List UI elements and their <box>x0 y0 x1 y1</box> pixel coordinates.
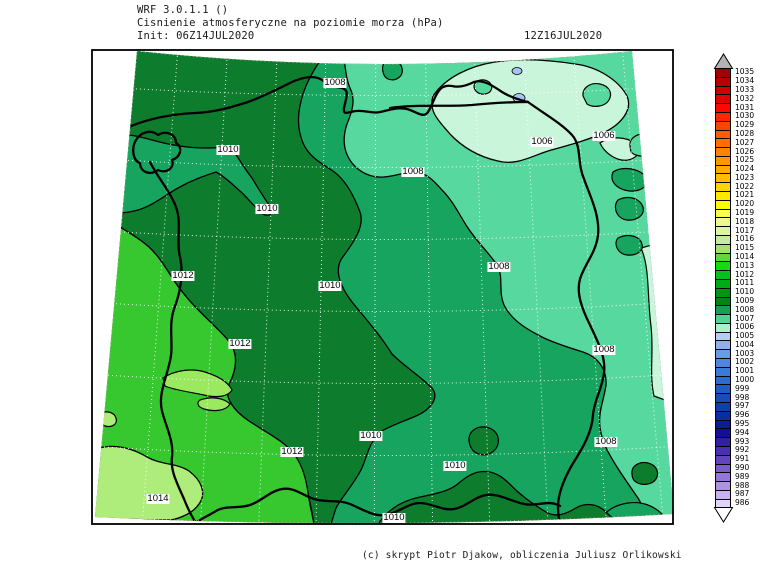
ridge-light-blob <box>197 397 231 412</box>
colorbar-tick-label: 1012 <box>735 269 755 279</box>
southern-border <box>194 487 562 524</box>
colorbar-tick-label: 1017 <box>735 225 755 235</box>
colorbar-tick-label: 1000 <box>735 375 755 385</box>
colorbar-tick-label: 1014 <box>735 251 755 261</box>
colorbar-cell-986 <box>715 498 731 509</box>
colorbar-tick-label: 1034 <box>735 76 755 86</box>
colorbar-tick-label: 1027 <box>735 137 755 147</box>
teal-pocket <box>582 83 612 107</box>
contour-label-1010: 1010 <box>255 203 279 214</box>
colorbar-tick-label: 1026 <box>735 146 755 156</box>
colorbar-tick-label: 1016 <box>735 234 755 244</box>
colorbar-tick-label: 1007 <box>735 313 755 323</box>
colorbar-tick-label: 988 <box>735 480 750 490</box>
colorbar-tick-label: 1008 <box>735 304 755 314</box>
dark-pocket <box>631 461 659 485</box>
colorbar-tick-label: 1023 <box>735 172 755 182</box>
colorbar-tick-label: 995 <box>735 418 750 428</box>
colorbar-tick-label: 996 <box>735 410 750 420</box>
colorbar-tick-label: 1002 <box>735 357 755 367</box>
colorbar-tick-label: 1028 <box>735 128 755 138</box>
contour-label-1010: 1010 <box>216 144 240 155</box>
colorbar-tick-label: 993 <box>735 436 750 446</box>
colorbar-tick-label: 1009 <box>735 295 755 305</box>
colorbar-tick-label: 1010 <box>735 287 755 297</box>
lake <box>511 67 523 75</box>
contour-label-1012: 1012 <box>228 338 252 349</box>
colorbar-under-arrow <box>713 507 734 523</box>
dark-pocket <box>468 426 499 456</box>
colorbar-tick-label: 1011 <box>735 278 755 288</box>
graticule <box>95 51 674 524</box>
valid-time-label: 12Z16JUL2020 <box>524 30 603 42</box>
baltic-coast-border <box>122 75 530 131</box>
western-border <box>148 160 198 524</box>
colorbar-tick-label: 987 <box>735 489 750 499</box>
contour-label-1006: 1006 <box>592 130 616 141</box>
colorbar-tick-label: 1005 <box>735 331 755 341</box>
colorbar-tick-label: 1018 <box>735 216 755 226</box>
colorbar-tick-label: 1021 <box>735 190 755 200</box>
colorbar-tick-label: 1003 <box>735 348 755 358</box>
contour-label-1008: 1008 <box>592 344 616 355</box>
colorbar-over-arrow <box>713 53 734 69</box>
colorbar-tick-label: 994 <box>735 427 750 437</box>
plot-frame <box>91 49 674 525</box>
colorbar-tick-label: 986 <box>735 498 750 508</box>
chart-title: Cisnienie atmosferyczne na poziomie morz… <box>137 17 444 29</box>
colorbar-tick-label: 992 <box>735 445 750 455</box>
colorbar-tick-label: 997 <box>735 401 750 411</box>
eastern-border <box>526 100 606 524</box>
contour-label-1010: 1010 <box>318 280 342 291</box>
contour-label-1008: 1008 <box>401 166 425 177</box>
init-time-label: Init: 06Z14JUL2020 <box>137 30 255 42</box>
colorbar-tick-label: 1019 <box>735 208 755 218</box>
medium-pocket <box>614 197 644 221</box>
kaliningrad-border <box>388 100 530 110</box>
colorbar-tick-label: 989 <box>735 471 750 481</box>
colorbar-tick-label: 1015 <box>735 243 755 253</box>
ridge-light-blob <box>162 369 233 398</box>
colorbar-tick-label: 998 <box>735 392 750 402</box>
colorbar-tick-label: 1035 <box>735 67 755 77</box>
medium-pocket <box>615 234 643 256</box>
colorbar-tick-label: 1024 <box>735 164 755 174</box>
colorbar-tick-label: 1013 <box>735 260 755 270</box>
band-ge-1014 <box>95 445 204 521</box>
colorbar-tick-label: 1033 <box>735 84 755 94</box>
contour-label-1010: 1010 <box>359 430 383 441</box>
band-1012-1014 <box>95 210 315 524</box>
contour-label-1008: 1008 <box>487 261 511 272</box>
colorbar-tick-label: 1032 <box>735 93 755 103</box>
dark-bottom-band <box>376 470 620 524</box>
lagoon-outline <box>132 130 182 174</box>
contour-label-1006: 1006 <box>530 136 554 147</box>
colorbar-tick-label: 1020 <box>735 199 755 209</box>
colorbar-tick-label: 1030 <box>735 111 755 121</box>
colorbar-tick-label: 991 <box>735 454 750 464</box>
colorbar-tick-label: 999 <box>735 383 750 393</box>
colorbar-tick-label: 1004 <box>735 339 755 349</box>
colorbar-tick-label: 1025 <box>735 155 755 165</box>
contour-label-1012: 1012 <box>171 270 195 281</box>
contour-label-1010: 1010 <box>382 512 406 523</box>
credit-text: (c) skrypt Piotr Djakow, obliczenia Juli… <box>362 550 682 561</box>
contour-label-1008: 1008 <box>323 77 347 88</box>
contour-label-1010: 1010 <box>443 460 467 471</box>
colorbar-tick-label: 1029 <box>735 120 755 130</box>
contour-label-1012: 1012 <box>280 446 304 457</box>
colorbar-tick-label: 1022 <box>735 181 755 191</box>
contour-label-1008: 1008 <box>594 436 618 447</box>
colorbar-tick-label: 1006 <box>735 322 755 332</box>
country-borders <box>122 75 606 524</box>
colorbar-tick-label: 1031 <box>735 102 755 112</box>
colorbar-tick-label: 1001 <box>735 366 755 376</box>
contour-label-1014: 1014 <box>146 493 170 504</box>
map-layers <box>95 51 674 524</box>
colorbar-tick-label: 990 <box>735 462 750 472</box>
model-version-label: WRF 3.0.1.1 () <box>137 4 229 16</box>
